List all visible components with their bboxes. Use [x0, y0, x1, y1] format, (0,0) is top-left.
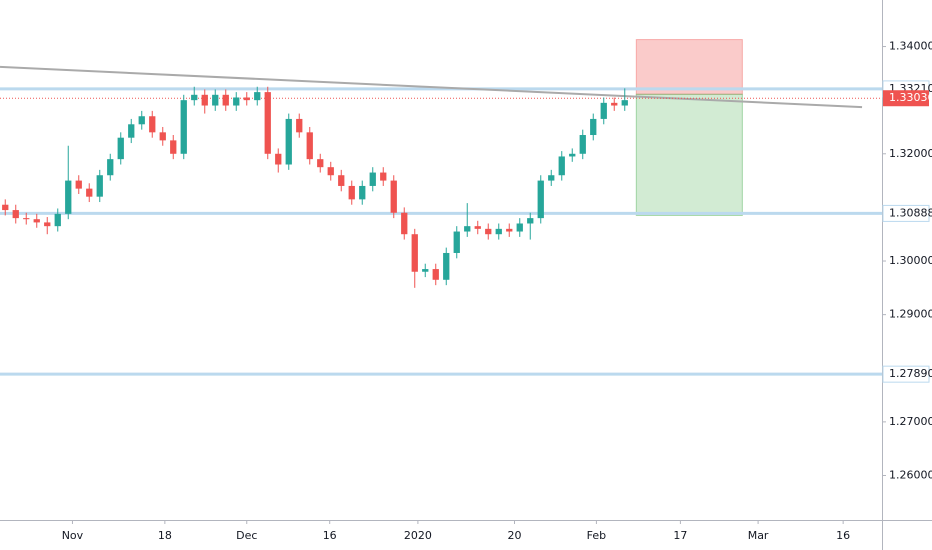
- candle-body: [411, 234, 418, 272]
- candle-body: [548, 175, 555, 181]
- trend-line: [0, 65, 863, 109]
- candle-body: [569, 153, 576, 157]
- level-label-box: [882, 365, 930, 383]
- y-tick-label: 1.30000: [889, 254, 932, 267]
- candle-body: [453, 231, 460, 253]
- candle-body: [75, 180, 82, 189]
- candle-body: [369, 172, 376, 186]
- candle-body: [138, 116, 145, 125]
- candle-body: [86, 188, 93, 197]
- x-tick-label: 16: [836, 529, 850, 542]
- level-label: 1.30888: [889, 206, 932, 219]
- candle-body: [285, 118, 292, 165]
- candle-body: [464, 226, 471, 232]
- candle-body: [348, 185, 355, 200]
- candle-body: [516, 223, 523, 232]
- candle-body: [23, 218, 30, 220]
- candle-body: [33, 219, 40, 223]
- candle-body: [96, 175, 103, 197]
- y-tick-label: 1.34000: [889, 40, 932, 53]
- candle-body: [212, 94, 219, 106]
- candle-body: [621, 100, 628, 106]
- candle-body: [390, 180, 397, 213]
- candle-body: [191, 94, 198, 101]
- x-tick-label: 18: [158, 529, 172, 542]
- candle-body: [149, 116, 156, 133]
- x-tick-label: 16: [323, 529, 337, 542]
- candle-body: [2, 204, 9, 211]
- candle-body: [485, 228, 492, 235]
- candle-body: [611, 102, 618, 106]
- candle-body: [54, 213, 61, 227]
- y-tick-label: 1.26000: [889, 468, 932, 481]
- x-tick-label: Mar: [748, 529, 769, 542]
- candle-body: [243, 97, 250, 101]
- last-price-box: [883, 90, 929, 107]
- candle-body: [222, 94, 229, 106]
- candle-body: [422, 269, 429, 272]
- candle-body: [495, 228, 502, 235]
- candle-body: [107, 159, 114, 176]
- candle-body: [170, 140, 177, 154]
- candle-body: [338, 175, 345, 186]
- candle-body: [443, 252, 450, 280]
- candle-body: [527, 218, 534, 224]
- candle-body: [254, 92, 261, 101]
- candle-body: [359, 185, 366, 200]
- candle-body: [432, 269, 439, 280]
- candle-body: [296, 118, 303, 133]
- candle-body: [275, 153, 282, 165]
- x-tick-label: Nov: [62, 529, 84, 542]
- candle-body: [317, 159, 324, 168]
- level-label-box: [882, 204, 930, 222]
- candle-body: [306, 132, 313, 160]
- candle-body: [380, 172, 387, 181]
- x-tick-label: 2020: [404, 529, 432, 542]
- candle-body: [180, 100, 187, 154]
- x-tick-label: Feb: [587, 529, 606, 542]
- candle-body: [159, 132, 166, 141]
- candle-body: [12, 210, 19, 219]
- y-tick-label: 1.27000: [889, 415, 932, 428]
- candle-body: [233, 97, 240, 106]
- last-price-label: 1.33036: [889, 91, 932, 104]
- candle-body: [128, 124, 135, 138]
- candle-body: [537, 180, 544, 219]
- candle-body: [327, 167, 334, 176]
- x-tick-label: 17: [673, 529, 687, 542]
- candle-body: [600, 102, 607, 119]
- x-tick-label: Dec: [236, 529, 257, 542]
- y-tick-label: 1.32000: [889, 147, 932, 160]
- candle-body: [506, 228, 513, 232]
- candle-body: [44, 222, 51, 227]
- candle-body: [264, 92, 271, 154]
- candle-body: [117, 137, 124, 160]
- target-zone: [635, 93, 743, 216]
- stop-zone: [635, 39, 743, 95]
- level-label: 1.27890: [889, 367, 932, 380]
- x-tick-label: 20: [508, 529, 522, 542]
- candle-body: [65, 180, 72, 214]
- candle-body: [558, 156, 565, 176]
- candle-body: [579, 135, 586, 154]
- candle-body: [474, 226, 481, 229]
- candle-body: [590, 118, 597, 136]
- candle-body: [201, 94, 208, 106]
- candle-body: [401, 212, 408, 235]
- y-tick-label: 1.29000: [889, 308, 932, 321]
